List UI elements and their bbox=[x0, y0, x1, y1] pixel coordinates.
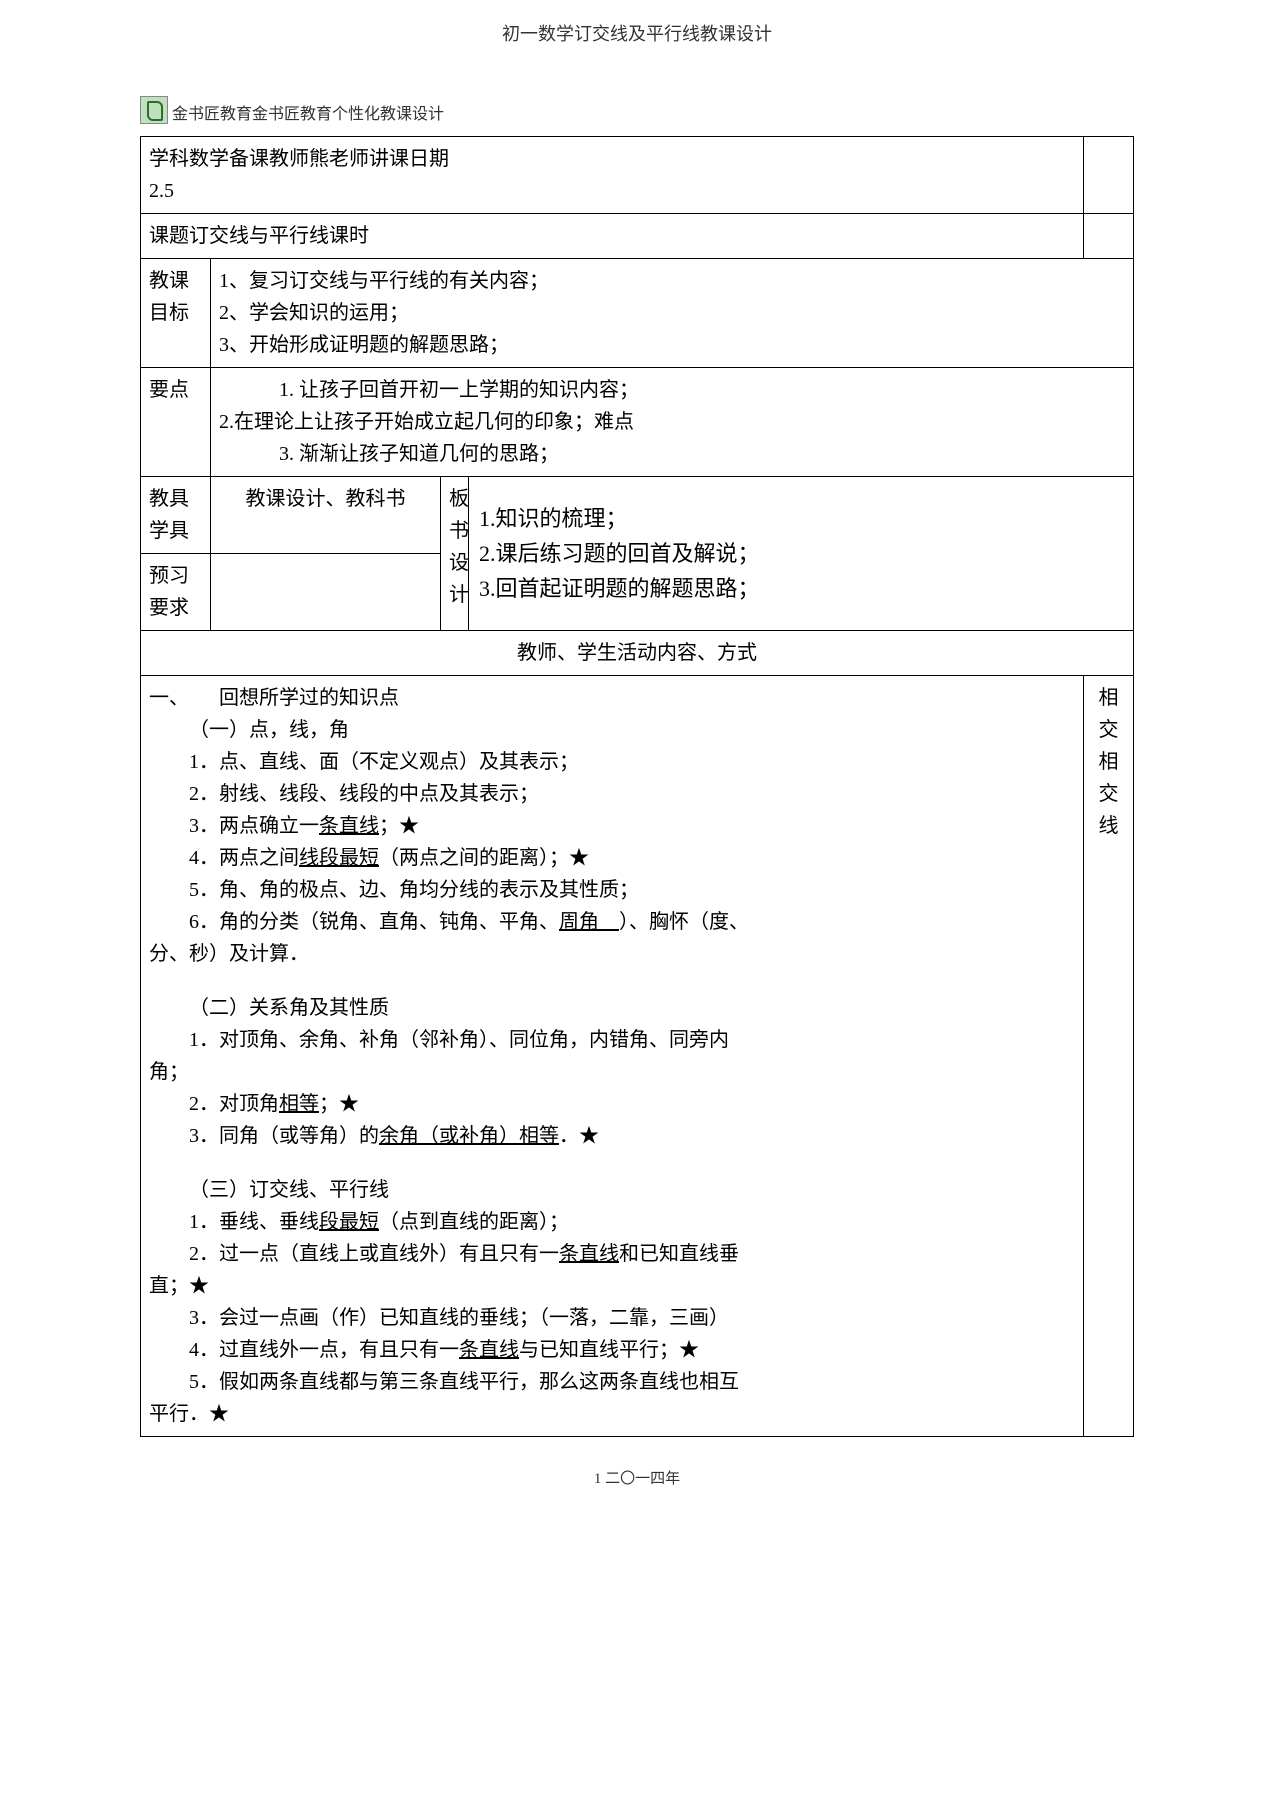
item-2-1: 1．对顶角、余角、补角（邻补角）、同位角，内错角、同旁内 bbox=[149, 1024, 1075, 1056]
brand-row: 金书匠教育金书匠教育个性化教课设计 bbox=[140, 96, 1134, 124]
page-footer: 1 二〇一四年 bbox=[140, 1467, 1134, 1488]
item-2-1b: 角； bbox=[149, 1056, 1075, 1088]
activity-header: 教师、学生活动内容、方式 bbox=[141, 631, 1134, 676]
item-1-1: 1．点、直线、面（不定义观点）及其表示； bbox=[149, 746, 1075, 778]
board-1: 1.知识的梳理； bbox=[479, 501, 1123, 536]
item-1-6b: 分、秒）及计算． bbox=[149, 938, 1075, 970]
document-header: 初一数学订交线及平行线教课设计 bbox=[140, 20, 1134, 46]
prep-label: 预习要求 bbox=[141, 554, 211, 631]
brand-icon bbox=[140, 96, 168, 124]
item-1-3: 3．两点确立一条直线；★ bbox=[149, 810, 1075, 842]
item-2-2: 2．对顶角相等；★ bbox=[149, 1088, 1075, 1120]
tools-label: 教具学具 bbox=[141, 477, 211, 554]
item-3-2: 2．过一点（直线上或直线外）有且只有一条直线和已知直线垂 bbox=[149, 1238, 1075, 1270]
item-1-2: 2．射线、线段、线段的中点及其表示； bbox=[149, 778, 1075, 810]
section-title: 一、 回想所学过的知识点 bbox=[149, 682, 1075, 714]
keypoints-label: 要点 bbox=[141, 368, 211, 477]
item-2-3: 3．同角（或等角）的余角（或补角）相等．★ bbox=[149, 1120, 1075, 1152]
goals-label: 教课目标 bbox=[141, 259, 211, 368]
subsection-3: （三）订交线、平行线 bbox=[149, 1174, 1075, 1206]
subsection-2: （二）关系角及其性质 bbox=[149, 992, 1075, 1024]
info-row-2: 课题订交线与平行线课时 bbox=[141, 214, 1134, 259]
point-2: 2.在理论上让孩子开始成立起几何的印象；难点 bbox=[219, 406, 1125, 438]
board-2: 2.课后练习题的回首及解说； bbox=[479, 536, 1123, 571]
goal-2: 2、学会知识的运用； bbox=[219, 297, 1125, 329]
subsection-1: （一）点，线，角 bbox=[149, 714, 1075, 746]
main-content: 一、 回想所学过的知识点 （一）点，线，角 1．点、直线、面（不定义观点）及其表… bbox=[141, 676, 1084, 1437]
item-3-5: 5．假如两条直线都与第三条直线平行，那么这两条直线也相互 bbox=[149, 1366, 1075, 1398]
info-row-1: 学科数学备课教师熊老师讲课日期 2.5 bbox=[141, 137, 1134, 214]
item-3-4: 4．过直线外一点，有且只有一条直线与已知直线平行；★ bbox=[149, 1334, 1075, 1366]
item-1-5: 5．角、角的极点、边、角均分线的表示及其性质； bbox=[149, 874, 1075, 906]
item-3-2b: 直；★ bbox=[149, 1270, 1075, 1302]
subject-teacher-date: 学科数学备课教师熊老师讲课日期 2.5 bbox=[141, 137, 469, 214]
board-content: 1.知识的梳理； 2.课后练习题的回首及解说； 3.回首起证明题的解题思路； bbox=[469, 477, 1134, 631]
item-3-5b: 平行．★ bbox=[149, 1398, 1075, 1430]
keypoints-row: 要点 1. 让孩子回首开初一上学期的知识内容； 2.在理论上让孩子开始成立起几何… bbox=[141, 368, 1134, 477]
brand-text: 金书匠教育金书匠教育个性化教课设计 bbox=[172, 100, 444, 124]
item-1-6: 6．角的分类（锐角、直角、钝角、平角、周角 ）、胸怀（度、 bbox=[149, 906, 1075, 938]
goals-content: 1、复习订交线与平行线的有关内容； 2、学会知识的运用； 3、开始形成证明题的解… bbox=[211, 259, 1134, 368]
point-3: 3. 渐渐让孩子知道几何的思路； bbox=[219, 438, 1125, 470]
tools-content: 教课设计、教科书 bbox=[211, 477, 441, 554]
activity-header-row: 教师、学生活动内容、方式 bbox=[141, 631, 1134, 676]
tools-row: 教具学具 教课设计、教科书 板书设计 1.知识的梳理； 2.课后练习题的回首及解… bbox=[141, 477, 1134, 554]
goal-3: 3、开始形成证明题的解题思路； bbox=[219, 329, 1125, 361]
lesson-plan-table: 学科数学备课教师熊老师讲课日期 2.5 课题订交线与平行线课时 教课目标 1、复… bbox=[140, 136, 1134, 1437]
topic-period: 课题订交线与平行线课时 bbox=[141, 214, 1084, 259]
content-row: 一、 回想所学过的知识点 （一）点，线，角 1．点、直线、面（不定义观点）及其表… bbox=[141, 676, 1134, 1437]
item-1-4: 4．两点之间线段最短（两点之间的距离）；★ bbox=[149, 842, 1075, 874]
goals-row: 教课目标 1、复习订交线与平行线的有关内容； 2、学会知识的运用； 3、开始形成… bbox=[141, 259, 1134, 368]
board-3: 3.回首起证明题的解题思路； bbox=[479, 571, 1123, 606]
board-label: 板书设计 bbox=[441, 477, 469, 631]
point-1: 1. 让孩子回首开初一上学期的知识内容； bbox=[219, 374, 1125, 406]
keypoints-content: 1. 让孩子回首开初一上学期的知识内容； 2.在理论上让孩子开始成立起几何的印象… bbox=[211, 368, 1134, 477]
item-3-3: 3．会过一点画（作）已知直线的垂线；（一落，二靠，三画） bbox=[149, 1302, 1075, 1334]
side-label: 相交相交线 bbox=[1084, 676, 1134, 1437]
item-3-1: 1．垂线、垂线段最短（点到直线的距离）； bbox=[149, 1206, 1075, 1238]
goal-1: 1、复习订交线与平行线的有关内容； bbox=[219, 265, 1125, 297]
